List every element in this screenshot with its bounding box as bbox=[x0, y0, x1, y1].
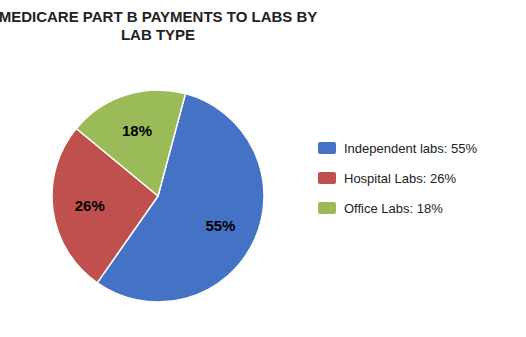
slice-labels: 55% 26% 18% bbox=[75, 122, 236, 234]
legend-swatch bbox=[318, 202, 336, 214]
data-label: 26% bbox=[75, 197, 105, 214]
title: MEDICARE PART B PAYMENTS TO LABS BYLAB T… bbox=[0, 8, 317, 43]
legend-swatch bbox=[318, 142, 336, 154]
slices bbox=[52, 90, 264, 302]
data-label: 55% bbox=[205, 217, 235, 234]
legend-label: Office Labs: 18% bbox=[344, 201, 443, 216]
title-line: MEDICARE PART B PAYMENTS TO LABS BY bbox=[0, 8, 317, 25]
chart-container: MEDICARE PART B PAYMENTS TO LABS BYLAB T… bbox=[0, 0, 526, 337]
legend: Independent labs: 55% Hospital Labs: 26% O… bbox=[318, 141, 477, 216]
legend-label: Independent labs: 55% bbox=[344, 141, 477, 156]
data-label: 18% bbox=[122, 122, 152, 139]
title-line: LAB TYPE bbox=[121, 26, 195, 43]
chart: MEDICARE PART B PAYMENTS TO LABS BYLAB T… bbox=[0, 0, 526, 337]
legend-swatch bbox=[318, 172, 336, 184]
legend-label: Hospital Labs: 26% bbox=[344, 171, 456, 186]
pie-slice bbox=[76, 90, 185, 196]
